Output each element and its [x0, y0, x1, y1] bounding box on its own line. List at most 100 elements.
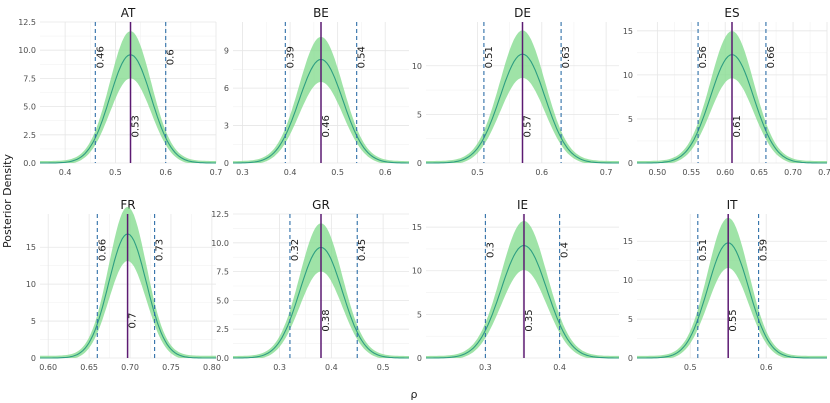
- upper-bound-label: 0.6: [166, 49, 177, 65]
- panel-title: FR: [120, 198, 135, 212]
- y-tick-label: 10.0: [211, 239, 229, 248]
- y-tick-label: 5.0: [23, 103, 36, 112]
- lower-bound-label: 0.39: [285, 46, 296, 68]
- x-tick-label: 0.60: [39, 363, 57, 372]
- y-tick-label: 7.5: [216, 268, 229, 277]
- median-label: 0.46: [321, 115, 332, 137]
- x-tick-label: 0.5: [331, 168, 344, 177]
- y-tick-label: 5: [628, 315, 633, 324]
- y-tick-label: 0: [628, 354, 633, 363]
- y-tick-label: 15: [26, 243, 36, 252]
- x-tick-label: 0.6: [379, 168, 392, 177]
- density-curve: [426, 244, 619, 359]
- y-tick-label: 10: [623, 71, 633, 80]
- x-tick-label: 0.4: [284, 168, 297, 177]
- x-tick-label: 0.3: [479, 363, 492, 372]
- x-tick-label: 0.65: [80, 363, 98, 372]
- credible-band: [637, 217, 827, 358]
- y-tick-label: 3: [224, 122, 229, 131]
- median-label: 0.61: [732, 115, 743, 137]
- y-tick-label: 0: [224, 159, 229, 168]
- median-label: 0.7: [128, 313, 139, 329]
- credible-band: [426, 220, 619, 358]
- upper-bound-label: 0.59: [759, 239, 770, 261]
- panel-title: ES: [724, 6, 739, 20]
- panel-title: DE: [514, 6, 531, 20]
- lower-bound-label: 0.56: [698, 46, 709, 68]
- y-tick-label: 0: [628, 159, 633, 168]
- lower-bound-label: 0.3: [485, 242, 496, 258]
- x-tick-label: 0.80: [203, 363, 221, 372]
- y-tick-label: 9: [224, 47, 229, 56]
- y-tick-label: 10.0: [18, 46, 36, 55]
- x-tick-label: 0.3: [236, 168, 249, 177]
- lower-bound-label: 0.51: [698, 239, 709, 261]
- upper-bound-label: 0.45: [357, 239, 368, 261]
- x-tick-label: 0.5: [471, 168, 484, 177]
- x-tick-label: 0.6: [760, 363, 773, 372]
- x-tick-label: 0.55: [682, 168, 700, 177]
- median-label: 0.55: [728, 309, 739, 331]
- panel-it: 0.5 0.6 0 5 10 15 IT 0.51 0.59 0.55: [623, 198, 827, 372]
- y-tick-label: 15: [623, 27, 633, 36]
- y-tick-label: 5: [417, 310, 422, 319]
- panel-title: GR: [312, 198, 330, 212]
- panel-es: 0.50 0.55 0.60 0.65 0.70 0.75 0 5 10 15 ES 0.56 0.66…: [623, 6, 830, 177]
- lower-bound-label: 0.66: [97, 239, 108, 261]
- credible-band: [40, 31, 216, 164]
- x-tick-label: 0.5: [684, 363, 697, 372]
- median-label: 0.38: [321, 309, 332, 331]
- x-tick-label: 0.5: [377, 363, 390, 372]
- y-tick-label: 0: [417, 159, 422, 168]
- panel-fr: 0.60 0.65 0.70 0.75 0.80 0 5 10 15 FR 0.66 0.73 0.7: [26, 198, 221, 372]
- upper-bound-label: 0.4: [560, 242, 571, 258]
- density-curve: [40, 54, 216, 164]
- x-tick-label: 0.60: [716, 168, 734, 177]
- y-tick-label: 10: [412, 267, 422, 276]
- y-tick-label: 15: [623, 237, 633, 246]
- panel-be: 0.3 0.4 0.5 0.6 0 3 6 9 BE 0.39 0.54 0.46: [224, 6, 409, 177]
- y-tick-label: 12.5: [18, 18, 36, 27]
- x-axis-title: ρ: [411, 388, 418, 401]
- x-tick-label: 0.75: [818, 168, 830, 177]
- y-tick-label: 0: [31, 354, 36, 363]
- y-tick-label: 2.5: [216, 325, 229, 334]
- median-label: 0.57: [523, 115, 534, 137]
- y-tick-label: 15: [412, 223, 422, 232]
- upper-bound-label: 0.54: [357, 46, 368, 68]
- x-tick-label: 0.4: [59, 168, 72, 177]
- panel-gr: 0.3 0.4 0.5 0.0 2.5 5.0 7.5 10.0 12.5 GR 0.32 0.45 0…: [211, 198, 409, 372]
- x-tick-label: 0.6: [535, 168, 548, 177]
- x-tick-label: 0.5: [109, 168, 122, 177]
- y-axis-title: Posterior Density: [1, 154, 14, 248]
- x-tick-label: 0.70: [784, 168, 802, 177]
- y-tick-label: 10: [623, 276, 633, 285]
- x-tick-label: 0.4: [553, 363, 566, 372]
- median-label: 0.35: [524, 309, 535, 331]
- panel-de: 0.5 0.6 0.7 0 5 10 DE 0.51 0.63 0.57: [412, 6, 619, 177]
- y-tick-label: 6: [224, 84, 229, 93]
- panel-at: 0.4 0.5 0.6 0.7 0.0 2.5 5.0 7.5 10.0 12.5 AT 0.46 0.…: [18, 6, 222, 177]
- upper-bound-label: 0.63: [561, 46, 572, 68]
- x-tick-label: 0.50: [648, 168, 666, 177]
- y-tick-label: 12.5: [211, 210, 229, 219]
- y-tick-label: 5: [628, 115, 633, 124]
- y-tick-label: 2.5: [23, 131, 36, 140]
- y-tick-label: 0: [417, 354, 422, 363]
- panel-ie: 0.3 0.4 0 5 10 15 IE 0.3 0.4 0.35: [412, 198, 619, 372]
- x-tick-label: 0.4: [325, 363, 338, 372]
- upper-bound-label: 0.73: [155, 239, 166, 261]
- x-tick-label: 0.75: [162, 363, 180, 372]
- lower-bound-label: 0.32: [290, 239, 301, 261]
- x-tick-label: 0.6: [159, 168, 172, 177]
- y-tick-label: 0.0: [23, 159, 36, 168]
- y-tick-label: 5: [417, 110, 422, 119]
- median-label: 0.53: [131, 115, 142, 137]
- x-tick-label: 0.3: [273, 363, 286, 372]
- x-tick-label: 0.70: [121, 363, 139, 372]
- x-tick-label: 0.7: [210, 168, 223, 177]
- panel-title: IE: [517, 198, 528, 212]
- panel-title: AT: [121, 6, 136, 20]
